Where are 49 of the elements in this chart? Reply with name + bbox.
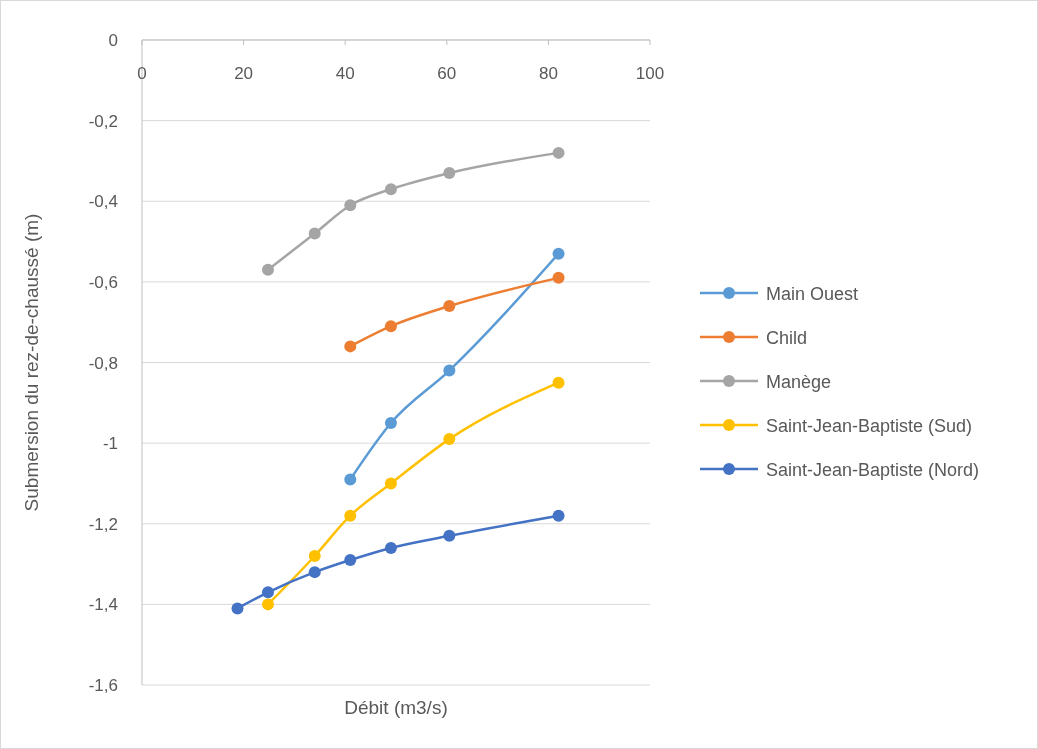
x-tick-label: 20 (234, 64, 254, 83)
point (443, 364, 456, 377)
legend-label: Saint-Jean-Baptiste (Sud) (766, 416, 973, 436)
point (384, 477, 397, 490)
point (344, 199, 357, 212)
point (261, 598, 274, 611)
x-tick-label: 100 (635, 64, 665, 83)
point (308, 227, 321, 240)
point (552, 509, 565, 522)
point (344, 509, 357, 522)
point (308, 550, 321, 562)
point (344, 473, 357, 486)
y-tick-label: -1,4 (88, 595, 118, 615)
point (384, 416, 397, 429)
point (552, 146, 565, 159)
point (261, 263, 274, 276)
x-tick-label: 60 (437, 64, 457, 83)
point (443, 433, 456, 446)
point (344, 340, 357, 353)
y-tick-label: -0,4 (88, 192, 118, 212)
point (308, 566, 321, 579)
y-tick-label: -0,2 (88, 111, 118, 131)
x-tick-label: 80 (538, 64, 558, 83)
legend-label: Saint-Jean-Baptiste (Nord) (766, 460, 980, 480)
point (384, 320, 397, 333)
y-axis-title: Submersion du rez-de-chaussé (m) (21, 213, 42, 512)
point (552, 247, 565, 260)
y-tick-label: 0 (108, 31, 118, 50)
point (384, 183, 397, 196)
y-tick-label: -1,2 (88, 514, 118, 534)
legend-label: Manège (766, 372, 832, 392)
point (261, 586, 274, 599)
point (231, 602, 244, 615)
x-axis-title: Débit (m3/s) (344, 697, 448, 718)
point (443, 529, 456, 542)
point (552, 376, 565, 389)
point (443, 167, 456, 180)
point (443, 300, 456, 313)
legend-label: Main Ouest (766, 284, 859, 304)
y-tick-label: -0,6 (88, 272, 118, 292)
legend-label: Child (766, 328, 808, 348)
point (552, 271, 565, 284)
x-tick-label: 0 (137, 64, 147, 83)
x-tick-label: 40 (335, 64, 355, 83)
y-tick-label: -1 (102, 434, 118, 454)
y-tick-label: -0,8 (88, 353, 118, 373)
point (384, 541, 397, 554)
point (344, 554, 357, 567)
y-tick-label: -1,6 (88, 676, 118, 695)
